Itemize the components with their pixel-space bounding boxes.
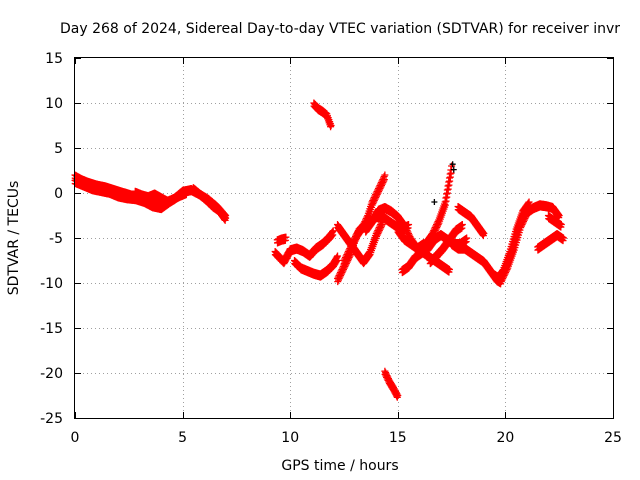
data-point-marker bbox=[445, 181, 453, 189]
data-point-marker bbox=[525, 198, 533, 206]
y-tick-label: 10 bbox=[45, 96, 63, 112]
y-tick-label: -5 bbox=[49, 231, 63, 247]
data-point-marker bbox=[557, 221, 565, 228]
data-point-marker bbox=[222, 214, 230, 222]
x-tick-label: 10 bbox=[281, 430, 299, 446]
x-tick-label: 20 bbox=[496, 430, 514, 446]
data-point-marker bbox=[446, 177, 454, 185]
data-point-marker bbox=[446, 173, 454, 181]
y-tick-label: 0 bbox=[54, 186, 63, 202]
plot-frame bbox=[74, 57, 614, 419]
data-point-marker bbox=[450, 166, 457, 173]
data-point-marker bbox=[381, 171, 389, 179]
data-point-marker bbox=[443, 193, 451, 201]
data-point-marker bbox=[463, 234, 471, 242]
y-axis-label: SDTVAR / TECUs bbox=[6, 181, 22, 296]
y-tick-label: -20 bbox=[40, 366, 63, 382]
data-point-marker bbox=[394, 392, 402, 399]
y-tick-label: -15 bbox=[40, 321, 63, 337]
data-point-marker bbox=[447, 169, 455, 177]
y-tick-label: 5 bbox=[54, 141, 63, 157]
data-point-marker bbox=[444, 185, 452, 193]
y-tick-label: 15 bbox=[45, 51, 63, 67]
data-point-marker bbox=[555, 212, 563, 219]
data-point-marker bbox=[445, 266, 453, 273]
axis-ticks: 0 5 10 15 20 25 15 10 5 0 -5 -10 -15 -20 -25 bbox=[40, 51, 622, 446]
data-point-marker bbox=[444, 189, 452, 197]
x-tick-label: 0 bbox=[71, 430, 80, 446]
data-points bbox=[71, 99, 568, 401]
x-axis-label: GPS time / hours bbox=[281, 458, 398, 474]
data-point-marker bbox=[329, 227, 337, 235]
data-point-marker bbox=[449, 161, 456, 168]
data-point-marker bbox=[431, 199, 438, 205]
data-point-marker bbox=[560, 234, 568, 242]
data-point-marker bbox=[441, 201, 449, 209]
data-point-marker bbox=[327, 122, 335, 129]
x-tick-label: 15 bbox=[389, 430, 407, 446]
data-point-marker bbox=[170, 194, 178, 201]
data-point-marker bbox=[480, 230, 488, 237]
data-point-marker bbox=[458, 221, 466, 228]
y-tick-label: -25 bbox=[40, 411, 63, 427]
data-point-marker bbox=[334, 252, 342, 260]
data-point-marker bbox=[282, 233, 290, 241]
data-point-marker bbox=[183, 187, 191, 195]
chart-title: Day 268 of 2024, Sidereal Day-to-day VTE… bbox=[60, 21, 620, 37]
x-tick-label: 25 bbox=[604, 430, 622, 446]
y-tick-label: -10 bbox=[40, 276, 63, 292]
data-point-marker bbox=[442, 197, 450, 205]
x-tick-label: 5 bbox=[178, 430, 187, 446]
